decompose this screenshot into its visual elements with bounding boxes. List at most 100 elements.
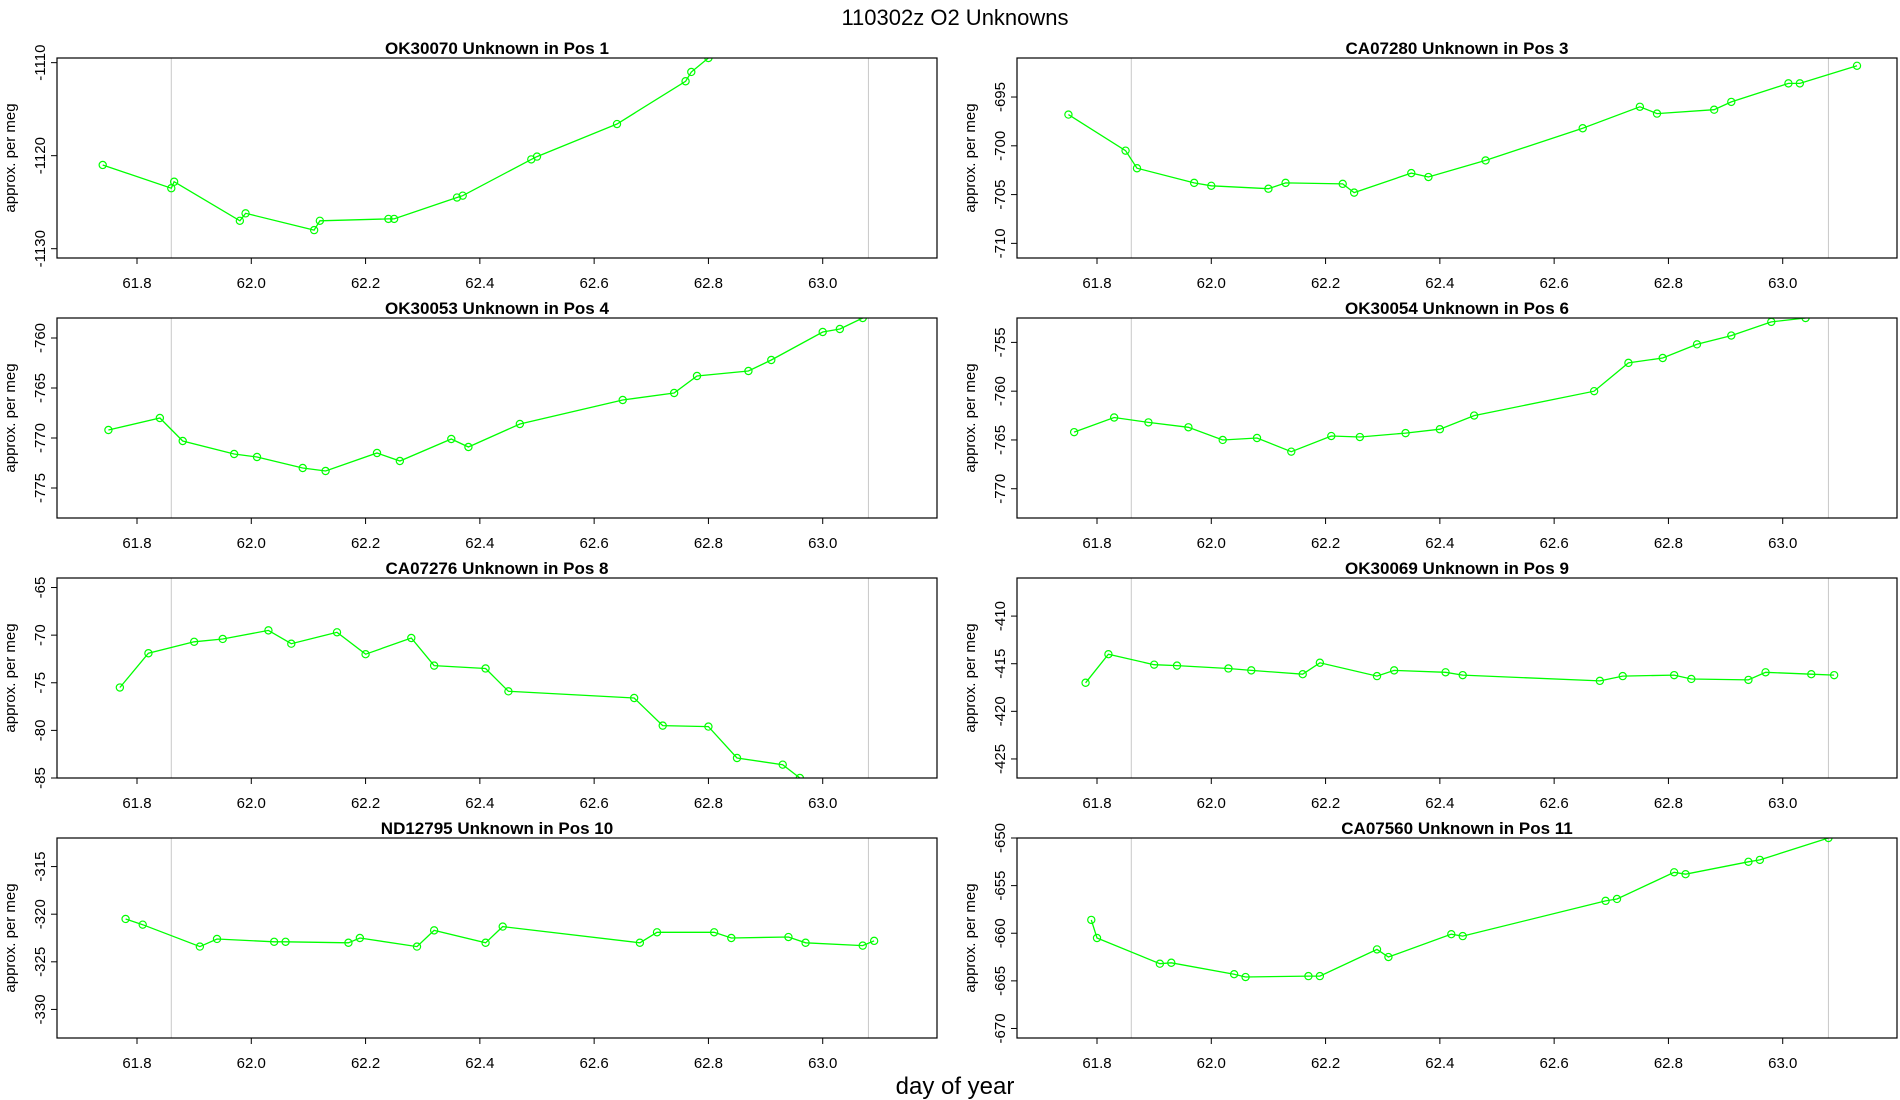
data-point [1807,669,1816,679]
x-tick-label: 63.0 [808,1055,837,1072]
data-point [1372,945,1382,954]
data-point [1635,102,1645,111]
data-point [155,413,165,423]
y-tick-label: -755 [992,327,1009,357]
data-point [1304,971,1313,981]
y-tick-label: -650 [992,823,1009,853]
x-tick-label: 63.0 [808,795,837,812]
data-point [1229,969,1239,979]
chart-panel-1: OK30070 Unknown in Pos 1 approx. per meg 6… [2,39,938,292]
chart-panel-7: ND12795 Unknown in Pos 10 approx. per meg… [2,819,938,1072]
data-point [858,941,867,950]
y-tick-label: -425 [992,744,1009,774]
panels-container: OK30070 Unknown in Pos 1 approx. per meg 6… [2,39,1898,1072]
x-axis-label: day of year [896,1073,1015,1100]
data-point [481,664,490,673]
data-point [1109,413,1119,422]
data-point [218,634,227,644]
data-point [212,934,222,944]
data-point [795,773,805,778]
y-tick-label: -660 [992,918,1009,948]
y-tick-label: -1120 [32,137,49,174]
x-tick-label: 62.6 [580,1055,609,1072]
data-point [264,626,273,635]
chart-panel-4: OK30054 Unknown in Pos 6 approx. per meg 6… [962,299,1898,552]
data-point [532,152,542,161]
x-tick-label: 62.8 [1654,275,1683,292]
y-axis-label: approx. per meg [962,623,979,732]
data-point [1407,168,1416,178]
data-point [429,661,439,670]
y-tick-label: -75 [32,672,49,694]
x-tick-label: 61.8 [1082,795,1111,812]
data-point [652,928,662,937]
data-point [361,649,370,659]
data-point [169,177,179,186]
y-tick-label: -765 [992,425,1009,455]
data-point [389,214,399,224]
plot-frame [56,577,938,779]
data-point [1372,671,1382,681]
y-tick-label: -695 [992,82,1009,112]
data-point [704,722,713,731]
data-point [178,436,187,446]
x-tick-label: 62.8 [1654,1055,1683,1072]
plot-frame [56,837,938,1039]
y-axis-label: approx. per meg [2,103,19,212]
data-point [1601,896,1610,906]
data-point [1184,423,1193,432]
data-point [1852,61,1862,71]
data-point [281,937,290,947]
data-point [1589,386,1599,396]
panel-title: OK30069 Unknown in Pos 9 [1345,559,1569,578]
data-point [447,434,456,444]
y-tick-label: -70 [32,624,49,646]
y-tick-label: -65 [32,577,49,599]
chart-panel-6: OK30069 Unknown in Pos 9 approx. per meg 6… [962,559,1898,812]
x-tick-label: 62.6 [1540,275,1569,292]
chart-panel-2: CA07280 Unknown in Pos 3 approx. per meg 6… [962,39,1898,292]
data-point [321,466,330,476]
data-series-line [1073,318,1806,453]
data-point [687,67,696,77]
panel-title: OK30054 Unknown in Pos 6 [1345,299,1569,318]
data-point [407,633,416,643]
data-point [1801,318,1810,323]
x-tick-label: 62.0 [1197,1055,1226,1072]
x-tick-label: 62.2 [1311,535,1340,552]
data-point [1207,181,1216,191]
data-point [515,419,525,429]
x-tick-label: 62.4 [465,795,494,812]
x-tick-label: 62.2 [1311,1055,1340,1072]
data-point [778,760,787,769]
data-point [1264,184,1273,193]
x-tick-label: 62.4 [1425,1055,1454,1072]
data-point [315,216,325,225]
x-tick-label: 62.2 [351,275,380,292]
chart-panel-8: CA07560 Unknown in Pos 11 approx. per meg… [962,819,1898,1072]
plot-frame [1016,317,1898,519]
data-point [1435,425,1445,434]
data-point [612,119,622,129]
panel-title: OK30053 Unknown in Pos 4 [385,299,609,318]
data-point [1595,676,1605,686]
data-series-line [1090,838,1829,978]
data-point [1104,649,1113,659]
data-point [372,448,382,458]
data-point [1401,428,1410,438]
data-point [298,463,307,473]
x-tick-label: 62.0 [1197,535,1226,552]
data-point [658,721,667,730]
data-point [1652,109,1662,118]
data-point [1458,670,1467,680]
y-tick-label: -655 [992,871,1009,901]
data-point [1167,958,1176,967]
data-point [429,926,439,935]
data-point [481,938,490,947]
data-point [1327,431,1336,441]
figure-title: 110302z O2 Unknowns [841,5,1068,30]
data-point [669,388,679,398]
x-tick-label: 62.0 [1197,275,1226,292]
data-point [732,753,742,763]
